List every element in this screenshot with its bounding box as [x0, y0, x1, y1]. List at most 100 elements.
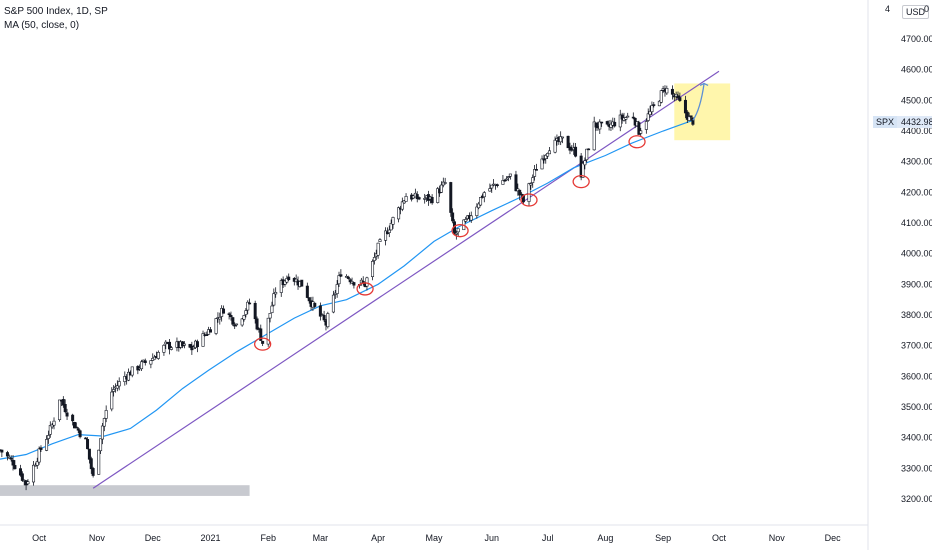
- y-tick-label: 3900.00: [901, 279, 932, 289]
- candle-body: [318, 305, 322, 317]
- candle-body: [518, 189, 522, 196]
- candle-body: [544, 155, 548, 159]
- candle-body: [117, 381, 121, 387]
- candle-body: [376, 242, 380, 256]
- candle-body: [5, 452, 9, 457]
- candle-body: [104, 410, 108, 419]
- candle-body: [39, 447, 43, 450]
- legend-title: S&P 500 Index, 1D, SP: [4, 6, 108, 17]
- candle-body: [205, 334, 209, 336]
- candle-body: [566, 135, 570, 149]
- candle-body: [253, 302, 257, 320]
- top-tick-partial-right: 0: [924, 4, 930, 14]
- candle-body: [162, 344, 166, 353]
- candle-body: [503, 179, 507, 182]
- candle-body: [613, 121, 617, 127]
- candle-body: [507, 176, 511, 178]
- y-tick-label: 3800.00: [901, 310, 932, 320]
- candle-body: [559, 136, 563, 143]
- candle-body: [63, 404, 67, 413]
- candle-body: [456, 228, 460, 233]
- candle-body: [415, 194, 419, 200]
- price-tag-symbol: SPX: [873, 116, 898, 128]
- candle-body: [482, 192, 486, 198]
- candle-body: [389, 222, 393, 231]
- candle-body: [542, 158, 546, 161]
- x-tick-label: Dec: [825, 533, 842, 543]
- candle-body: [402, 200, 406, 204]
- candle-body: [372, 257, 376, 261]
- x-tick-label: Nov: [769, 533, 786, 543]
- candle-body: [469, 215, 473, 221]
- candle-body: [32, 464, 36, 483]
- candle-body: [84, 437, 88, 440]
- candle-body: [270, 305, 274, 314]
- candle-body: [307, 297, 311, 302]
- candle-body: [274, 291, 278, 295]
- candle-body: [61, 399, 65, 406]
- touch-circle: [253, 337, 272, 351]
- candle-body: [583, 160, 587, 166]
- ma-line: [0, 119, 694, 460]
- candle-body: [73, 421, 77, 429]
- candle-body: [585, 148, 589, 161]
- x-tick-label: Dec: [145, 533, 162, 543]
- candle-body: [279, 280, 283, 293]
- price-tag-value: 4432.98: [897, 116, 932, 128]
- candle-body: [201, 333, 205, 347]
- candle-body: [400, 201, 404, 210]
- touch-circle: [520, 193, 538, 207]
- touch-circle: [451, 224, 469, 238]
- candle-body: [505, 178, 509, 181]
- candle-body: [547, 150, 551, 155]
- candle-body: [443, 182, 447, 184]
- candle-body: [305, 285, 309, 298]
- candle-body: [331, 294, 335, 313]
- candle-body: [218, 316, 222, 320]
- candle-body: [423, 198, 427, 200]
- candle-body: [618, 114, 622, 128]
- candle-body: [222, 308, 226, 314]
- candle-body: [529, 183, 533, 186]
- y-tick-label: 4000.00: [901, 249, 932, 259]
- candle-body: [439, 184, 443, 193]
- candle-body: [449, 182, 453, 213]
- candle-body: [676, 95, 680, 98]
- candle-body: [182, 343, 186, 346]
- candle-body: [248, 302, 252, 305]
- currency-button[interactable]: USD: [902, 5, 930, 19]
- candle-body: [13, 465, 17, 470]
- candle-body: [18, 468, 22, 476]
- y-tick-label: 3700.00: [901, 341, 932, 351]
- candle-body: [587, 148, 591, 151]
- candle-body: [127, 371, 131, 381]
- candle-body: [195, 341, 199, 348]
- candle-body: [287, 276, 291, 280]
- candle-body: [533, 169, 537, 177]
- y-tick-label: 3500.00: [901, 402, 932, 412]
- candle-body: [26, 481, 30, 485]
- candle-body: [495, 184, 499, 187]
- candle-body: [214, 318, 218, 334]
- x-tick-label: May: [425, 533, 443, 543]
- x-tick-label: Jul: [542, 533, 554, 543]
- candle-body: [169, 347, 173, 350]
- y-tick-label: 4200.00: [901, 187, 932, 197]
- candle-body: [112, 389, 116, 392]
- candle-body: [391, 217, 395, 225]
- candle-body: [553, 139, 557, 153]
- touch-circle: [628, 135, 646, 149]
- candle-body: [520, 193, 524, 196]
- candle-body: [678, 97, 682, 101]
- candle-body: [229, 315, 233, 318]
- y-tick-label: 4600.00: [901, 65, 932, 75]
- x-tick-label: Oct: [32, 533, 47, 543]
- candle-body: [37, 448, 41, 463]
- candle-body: [110, 391, 114, 410]
- candle-body: [35, 461, 39, 466]
- candle-body: [631, 116, 635, 119]
- candle-body: [657, 100, 661, 107]
- candle-body: [326, 313, 330, 328]
- candle-body: [46, 435, 50, 439]
